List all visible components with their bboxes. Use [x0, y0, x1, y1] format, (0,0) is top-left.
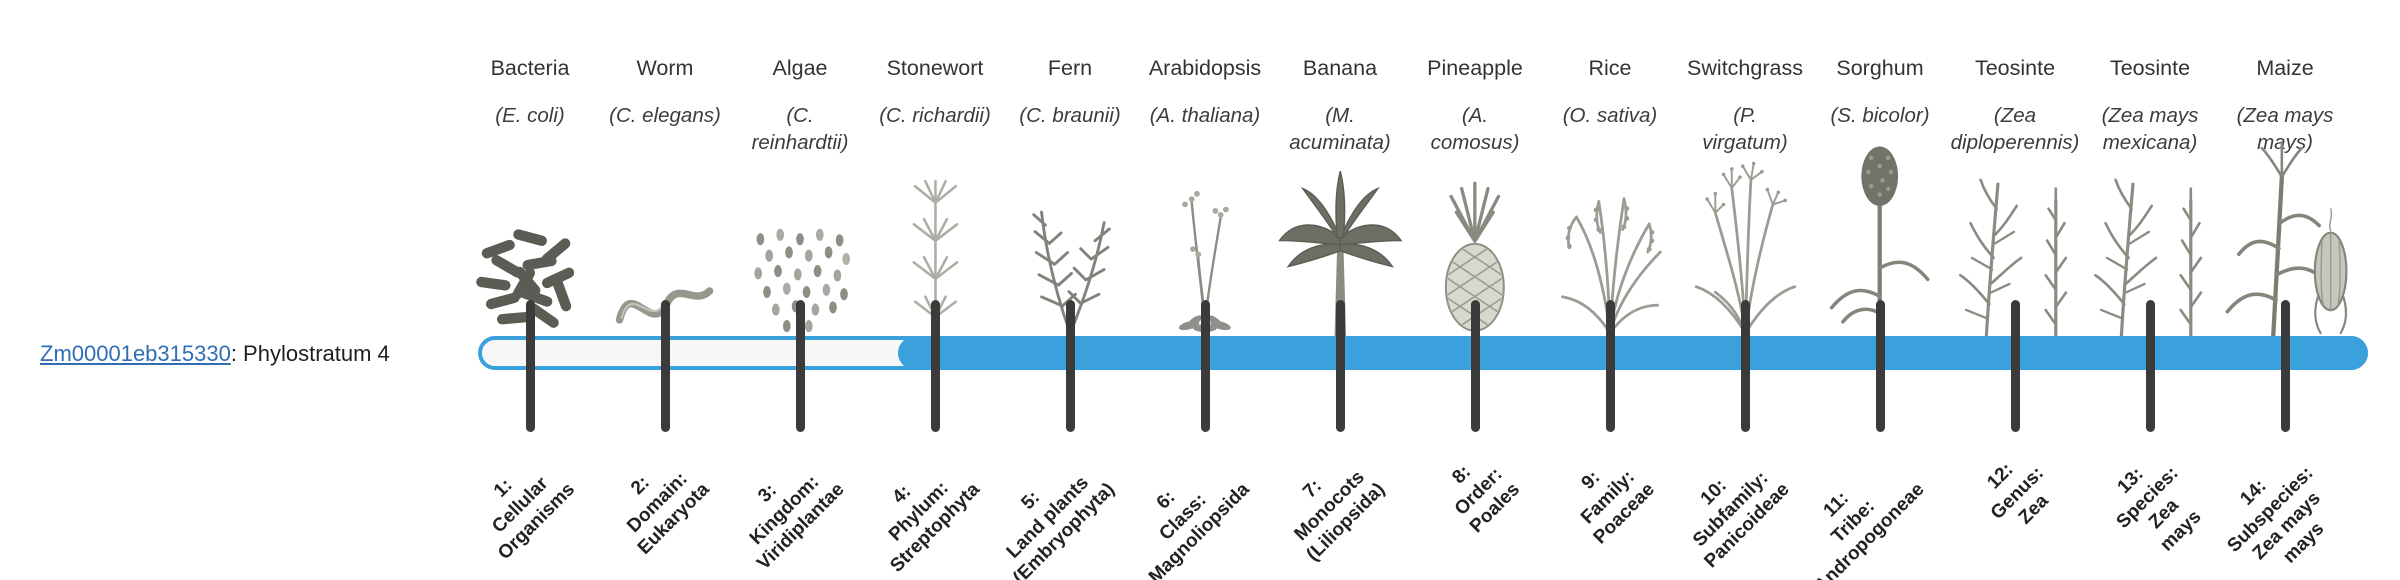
phylostratum-label: 1: Cellular Organisms	[487, 472, 579, 565]
organism-sci-name: (A. thaliana)	[1149, 104, 1261, 127]
organism-sci-name: (P. virgatum)	[1702, 104, 1788, 155]
organism-sci-name: (C. reinhardtii)	[751, 104, 849, 155]
phylostratum-tick	[2010, 300, 2020, 432]
phylostratum-label: 10: Subfamily: Panicoideae	[1688, 467, 1794, 573]
algae-icon	[725, 226, 875, 336]
organism-sci-name: (A. comosus)	[1430, 104, 1520, 155]
gene-link[interactable]: Zm00001eb315330	[40, 341, 231, 366]
gene-phylostratum-text: : Phylostratum 4	[230, 341, 390, 366]
organism-column: Rice (O. sativa)	[1535, 48, 1685, 336]
organism-sci-name: (E. coli)	[495, 104, 565, 127]
organism-column: Fern (C. braunii)	[995, 48, 1145, 336]
organism-sci-name: (Zea diploperennis)	[1950, 104, 2080, 155]
phylostratum-tick	[1740, 300, 1750, 432]
phylostratum-tick	[1605, 300, 1615, 432]
organism-sci-name: (C. richardii)	[879, 104, 991, 127]
maize-icon	[2210, 128, 2360, 336]
phylostratum-label: 14: Subspecies: Zea mays mays	[2223, 462, 2329, 568]
organism-name: Arabidopsis	[1148, 56, 1262, 80]
phylostratum-label: 3: Kingdom: Viridiplantae	[745, 471, 849, 575]
organism-column: Teosinte (Zea diploperennis)	[1940, 48, 2090, 336]
phylostratum-label: 2: Domain: Eukaryota	[623, 467, 714, 559]
phylostratum-label: 6: Class: Magnoliopsida	[1144, 479, 1254, 580]
organism-name: Pineapple	[1427, 56, 1523, 80]
organism-name: Teosinte	[2109, 56, 2191, 80]
organism-column: Algae (C. reinhardtii)	[725, 48, 875, 336]
organism-name: Fern	[1047, 56, 1093, 80]
organism-column: Switchgrass (P. virgatum)	[1670, 48, 1820, 336]
organism-name: Stonewort	[886, 56, 984, 80]
organism-sci-name: (C. braunii)	[1019, 104, 1121, 127]
organism-column: Banana (M. acuminata)	[1265, 48, 1415, 336]
timeline-bar-filled	[898, 336, 2368, 370]
organism-name: Algae	[772, 56, 828, 80]
phylostratum-label: 12: Genus: Zea	[1982, 459, 2053, 529]
organism-column: Bacteria (E. coli)	[455, 48, 605, 336]
phylostratum-label: 4: Phylum: Streptophyta	[884, 477, 984, 577]
phylostratum-tick	[1875, 300, 1885, 432]
organism-sci-name: (S. bicolor)	[1830, 104, 1930, 127]
organism-column: Arabidopsis (A. thaliana)	[1130, 48, 1280, 336]
phylostratum-label: 11: Tribe: Andropogoneae	[1811, 479, 1929, 580]
organism-column: Worm (C. elegans)	[590, 48, 740, 336]
phylostratum-label: 8: Order: Poales	[1448, 461, 1524, 538]
organism-name: Banana	[1302, 56, 1378, 80]
phylostratum-tick	[1200, 300, 1210, 432]
organism-name: Maize	[2256, 56, 2314, 80]
organism-sci-name: (Zea mays mays)	[2236, 104, 2334, 155]
teosinte-icon	[1940, 148, 2090, 336]
phylostratum-tick	[525, 300, 535, 432]
phylostratum-label: 13: Species: Zea mays	[2112, 462, 2206, 556]
organism-column: Sorghum (S. bicolor)	[1805, 48, 1955, 336]
organism-column: Maize (Zea mays mays)	[2210, 48, 2360, 336]
phylostratum-label: 9: Family: Poaceae	[1576, 466, 1659, 549]
phylostratum-label: 5: Land plants (Embryophyta)	[1002, 472, 1119, 580]
organism-name: Rice	[1588, 56, 1632, 80]
organism-sci-name: (Zea mays mexicana)	[2101, 104, 2199, 155]
organism-column: Teosinte (Zea mays mexicana)	[2075, 48, 2225, 336]
teosinte-icon	[2075, 148, 2225, 336]
organism-name: Teosinte	[1974, 56, 2056, 80]
organism-sci-name: (O. sativa)	[1562, 104, 1658, 127]
phylostratum-tick	[2280, 300, 2290, 432]
organism-sci-name: (M. acuminata)	[1289, 104, 1391, 155]
organism-name: Sorghum	[1836, 56, 1924, 80]
phylostratum-tick	[1335, 300, 1345, 432]
organism-name: Worm	[636, 56, 694, 80]
organism-sci-name: (C. elegans)	[609, 104, 721, 127]
phylostratum-tick	[2145, 300, 2155, 432]
phylostratum-label: 7: Monocots (Liliopsida)	[1289, 466, 1389, 566]
organism-column: Stonewort (C. richardii)	[860, 48, 1010, 336]
organism-name: Switchgrass	[1687, 56, 1803, 80]
phylostratum-tick	[1065, 300, 1075, 432]
organism-column: Pineapple (A. comosus)	[1400, 48, 1550, 336]
phylostratum-tick	[660, 300, 670, 432]
bacteria-icon	[455, 221, 605, 336]
phylostratum-tick	[1470, 300, 1480, 432]
organism-name: Bacteria	[490, 56, 570, 80]
phylostratum-tick	[795, 300, 805, 432]
phylostratum-tick	[930, 300, 940, 432]
gene-label: Zm00001eb315330: Phylostratum 4	[40, 341, 390, 367]
